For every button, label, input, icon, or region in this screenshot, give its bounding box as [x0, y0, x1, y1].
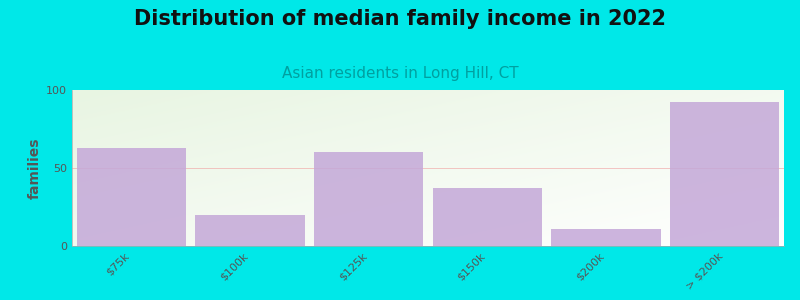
Bar [77, 148, 186, 246]
Bar [670, 103, 779, 246]
Bar [314, 152, 423, 246]
Bar [551, 229, 661, 246]
Bar [195, 215, 305, 246]
Text: Asian residents in Long Hill, CT: Asian residents in Long Hill, CT [282, 66, 518, 81]
Y-axis label: families: families [28, 137, 42, 199]
Text: Distribution of median family income in 2022: Distribution of median family income in … [134, 9, 666, 29]
Bar [433, 188, 542, 246]
